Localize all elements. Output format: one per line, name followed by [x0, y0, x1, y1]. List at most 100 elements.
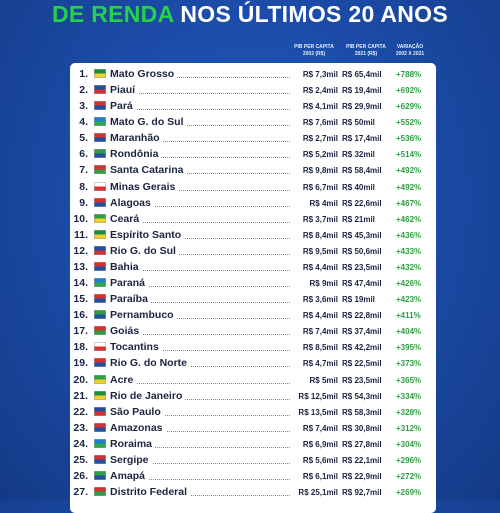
dotted-leader [112, 157, 290, 159]
dotted-leader [112, 318, 290, 320]
column-header: VARIAÇÃO 2002 X 2021 [380, 44, 440, 57]
dotted-leader [112, 205, 290, 207]
pib-2002: R$ 6,9mil [302, 439, 338, 449]
rank: 24. [73, 437, 88, 450]
dotted-leader [112, 462, 290, 464]
pib-2021: R$ 22,9mil [342, 472, 382, 481]
column-header-line: 2002 X 2021 [395, 50, 425, 57]
pib-2002: R$ 4,1mil [302, 102, 338, 112]
pib-2002: R$ 4,7mil [302, 359, 338, 369]
pib-2002: R$ 3,7mil [302, 214, 338, 224]
state-name: Bahia [110, 260, 142, 273]
table-row: 18. Tocantins R$ 8,5mil R$ 42,2mil +395% [70, 339, 436, 355]
state-name: Espírito Santo [110, 228, 185, 241]
pib-2021: R$ 50mil [342, 118, 375, 128]
variation: +552% [396, 118, 422, 128]
dotted-leader [112, 237, 290, 239]
state-flag [94, 374, 106, 384]
variation: +467% [396, 198, 422, 208]
title: DE RENDA NOS ÚLTIMOS 20 ANOS [0, 1, 500, 28]
variation: +296% [396, 455, 422, 465]
dotted-leader [112, 414, 290, 416]
rank: 9. [79, 196, 88, 209]
pib-2021: R$ 27,8mil [342, 439, 382, 449]
column-header-line: 2021 (R$) [354, 50, 378, 57]
dotted-leader [112, 269, 290, 271]
table-row: 6. Rondônia R$ 5,2mil R$ 32mil +514% [70, 146, 436, 162]
state-flag [94, 261, 106, 271]
pib-2021: R$ 58,4mil [342, 166, 382, 176]
variation: +788% [396, 70, 422, 79]
pib-2021: R$ 22,1mil [342, 455, 382, 465]
pib-2021: R$ 54,3mil [342, 391, 382, 401]
state-flag [94, 454, 106, 464]
pib-2021: R$ 23,5mil [342, 375, 382, 385]
table-row: 24. Roraima R$ 6,9mil R$ 27,8mil +304% [70, 436, 436, 452]
state-name: Pará [110, 100, 136, 113]
pib-2021: R$ 37,4mil [342, 327, 382, 337]
dotted-leader [112, 125, 290, 127]
pib-2002: R$ 6,1mil [302, 472, 338, 481]
table-row: 15. Paraíba R$ 3,6mil R$ 19mil +423% [70, 291, 436, 307]
pib-2002: R$ 7,4mil [302, 423, 338, 433]
variation: +433% [396, 246, 422, 256]
pib-2021: R$ 22,5mil [342, 359, 382, 369]
dotted-leader [112, 479, 290, 480]
state-flag [94, 69, 106, 78]
variation: +462% [396, 214, 422, 224]
table-row: 17. Goiás R$ 7,4mil R$ 37,4mil +404% [70, 323, 436, 339]
state-flag [94, 342, 106, 352]
rank: 14. [73, 277, 88, 290]
dotted-leader [112, 253, 290, 255]
column-header-line: PIB PER CAPITA [294, 44, 334, 50]
state-flag [94, 278, 106, 288]
rank: 25. [73, 453, 88, 466]
table-row: 26. Amapá R$ 6,1mil R$ 22,9mil +272% [70, 468, 436, 484]
table-row: 1. Mato Grosso R$ 7,3mil R$ 65,4mil +788% [70, 66, 436, 82]
table-row: 25. Sergipe R$ 5,6mil R$ 22,1mil +296% [70, 452, 436, 468]
state-name: Amapá [110, 470, 149, 482]
variation: +492% [396, 166, 422, 176]
rank: 22. [73, 405, 88, 418]
pib-2021: R$ 65,4mil [342, 70, 382, 79]
variation: +395% [396, 343, 422, 353]
rank: 11. [73, 228, 88, 241]
rank: 20. [73, 373, 88, 386]
state-flag [94, 117, 106, 127]
pib-2021: R$ 22,6mil [342, 198, 382, 208]
state-flag [94, 85, 106, 95]
table-row: 7. Santa Catarina R$ 9,8mil R$ 58,4mil +492% [70, 162, 436, 178]
pib-2021: R$ 30,8mil [342, 423, 382, 433]
pib-2021: R$ 58,3mil [342, 407, 382, 417]
variation: +365% [396, 375, 422, 385]
pib-2002: R$ 5mil [309, 375, 338, 385]
pib-2002: R$ 5,6mil [302, 455, 338, 465]
pib-2002: R$ 7,6mil [302, 118, 338, 128]
rank: 8. [79, 180, 88, 193]
dotted-leader [112, 109, 290, 111]
state-flag [94, 326, 106, 336]
column-header-line: PIB PER CAPITA [346, 44, 386, 50]
title-text: NOS ÚLTIMOS 20 ANOS [180, 1, 449, 27]
rank: 23. [73, 421, 88, 434]
dotted-leader [112, 221, 290, 223]
state-flag [94, 245, 106, 255]
state-flag [94, 294, 106, 304]
title-highlight: DE RENDA [51, 1, 174, 27]
variation: +536% [396, 134, 422, 144]
state-name: Rondônia [110, 148, 162, 161]
rank: 21. [73, 389, 88, 402]
state-flag [94, 310, 106, 320]
dotted-leader [112, 141, 290, 143]
state-flag [94, 487, 106, 497]
pib-2002: R$ 2,7mil [302, 134, 338, 144]
rank: 27. [73, 486, 88, 499]
rank: 6. [79, 148, 88, 161]
pib-2002: R$ 9,8mil [302, 166, 338, 176]
state-name: Mato Grosso [110, 68, 178, 80]
dotted-leader [112, 382, 290, 384]
state-name: Maranhão [110, 132, 163, 145]
dotted-leader [112, 430, 290, 432]
variation: +492% [396, 182, 422, 192]
column-header-line: 2002 (R$) [302, 50, 326, 57]
